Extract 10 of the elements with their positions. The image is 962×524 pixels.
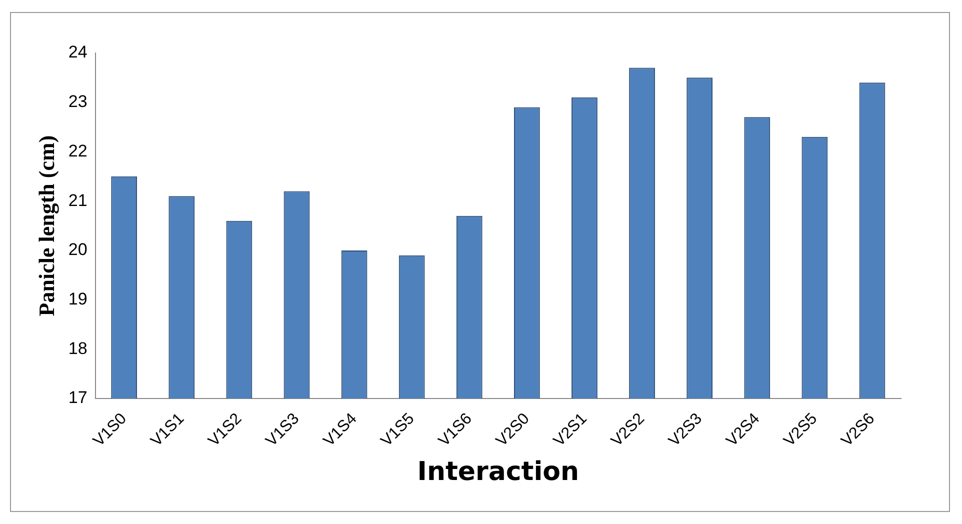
y-tick-label: 22: [68, 141, 88, 160]
y-axis-title: Panicle length (cm): [34, 135, 59, 316]
y-tick-label: 24: [68, 42, 88, 62]
x-axis-title: Interaction: [417, 457, 580, 488]
y-tick-label: 23: [68, 92, 88, 112]
y-tick-label: 19: [68, 290, 88, 309]
y-tick-label: 21: [68, 190, 88, 210]
y-tick-label: 20: [68, 240, 88, 260]
y-tick-label: 17: [68, 388, 88, 408]
y-tick-label: 18: [68, 338, 88, 358]
